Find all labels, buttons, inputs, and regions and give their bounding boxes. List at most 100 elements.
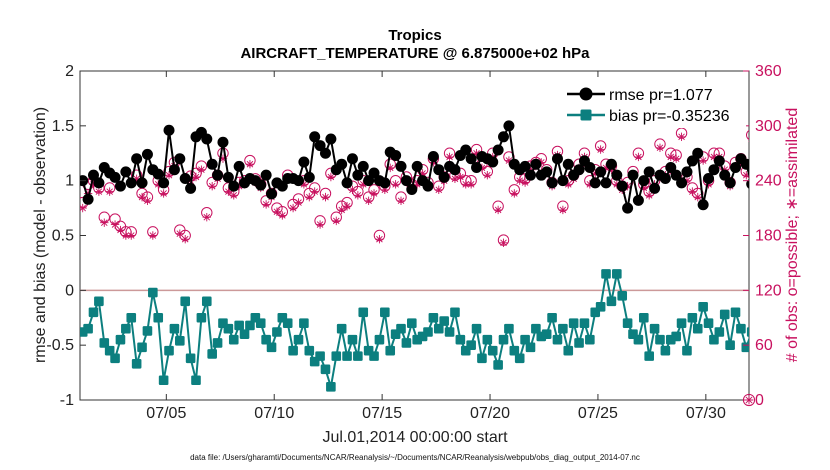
assimilated-obs-marker xyxy=(143,196,152,205)
assimilated-obs-marker xyxy=(698,156,708,165)
rmse-point xyxy=(503,120,515,132)
rmse-point xyxy=(357,160,369,172)
y-tick-label: -1 xyxy=(60,392,74,409)
assimilated-obs-marker xyxy=(224,187,233,196)
bias-point xyxy=(655,334,665,345)
bias-point xyxy=(228,334,239,345)
bias-point xyxy=(234,320,244,331)
assimilated-obs-marker xyxy=(747,135,749,142)
assimilated-obs-marker xyxy=(504,156,514,165)
assimilated-obs-marker xyxy=(434,185,443,195)
chart-subtitle: AIRCRAFT_TEMPERATURE @ 6.875000e+02 hPa xyxy=(240,45,590,62)
bias-point xyxy=(563,345,574,356)
rmse-point xyxy=(713,155,725,167)
rmse-point xyxy=(573,164,585,176)
possible-obs-marker xyxy=(806,170,816,180)
bias-point xyxy=(99,338,110,348)
rmse-point xyxy=(438,171,450,183)
bias-point xyxy=(212,338,223,348)
assimilated-obs-marker xyxy=(634,152,643,162)
bias-point xyxy=(299,318,309,329)
assimilated-obs-marker xyxy=(510,189,519,198)
x-tick-label: 07/20 xyxy=(470,405,510,422)
assimilated-obs-marker xyxy=(461,180,470,189)
bias-point xyxy=(687,312,698,323)
bias-point xyxy=(466,340,476,350)
assimilated-obs-marker xyxy=(175,229,185,238)
assimilated-obs-marker xyxy=(693,192,702,202)
bias-point xyxy=(812,346,822,356)
assimilated-obs-marker xyxy=(418,169,427,178)
bias-point xyxy=(730,307,741,318)
bias-point xyxy=(531,323,541,334)
bias-point xyxy=(380,307,390,318)
assimilated-obs-marker xyxy=(807,175,815,183)
assimilated-obs-marker xyxy=(100,218,109,227)
rmse-point xyxy=(298,156,310,168)
y-axis-right-label: # of obs: o=possible; ∗=assimilated xyxy=(784,108,801,362)
y-right-tick-label: 180 xyxy=(755,228,782,245)
bias-point xyxy=(83,323,93,334)
bias-point xyxy=(547,312,557,323)
rmse-point xyxy=(697,199,709,211)
assimilated-obs-marker xyxy=(278,211,287,220)
rmse-point xyxy=(206,158,218,170)
assimilated-obs-marker xyxy=(591,169,600,178)
possible-obs-marker xyxy=(817,141,827,151)
bias-point xyxy=(255,318,266,329)
assimilated-obs-marker xyxy=(332,216,341,226)
rmse-point xyxy=(158,177,170,189)
rmse-point xyxy=(703,172,715,184)
assimilated-obs-marker xyxy=(380,185,390,195)
assimilated-obs-marker xyxy=(364,196,373,205)
assimilated-obs-marker xyxy=(154,180,163,189)
legend: rmse pr=1.077 bias pr=-0.35236 xyxy=(561,78,746,128)
bias-point xyxy=(148,287,158,298)
rmse-point xyxy=(681,166,693,178)
assimilated-obs-marker xyxy=(558,205,568,215)
bias-point xyxy=(239,329,250,339)
bias-point xyxy=(320,364,331,375)
y-tick-label: 0.5 xyxy=(52,228,74,245)
rmse-point xyxy=(82,193,94,205)
rmse-point xyxy=(816,159,827,170)
assimilated-obs-marker xyxy=(601,163,611,173)
rmse-point xyxy=(125,177,137,189)
bias-point xyxy=(504,323,514,334)
bias-point xyxy=(191,375,201,386)
rmse-point xyxy=(546,177,558,189)
bias-point xyxy=(369,351,379,361)
bias-point xyxy=(660,345,671,356)
rmse-point xyxy=(255,179,267,191)
rmse-point xyxy=(395,160,407,172)
bias-point xyxy=(396,323,406,334)
rmse-point xyxy=(109,171,121,183)
rmse-point xyxy=(740,158,749,170)
x-axis-label: Jul.01,2014 00:00:00 start xyxy=(322,429,508,446)
rmse-point xyxy=(276,180,288,192)
bias-point xyxy=(633,334,644,345)
possible-obs-marker xyxy=(822,179,830,189)
assimilated-obs-marker xyxy=(137,192,147,202)
chart-title: Tropics xyxy=(388,27,441,44)
assimilated-obs-marker xyxy=(229,191,238,200)
rmse-point xyxy=(131,153,143,165)
rmse-point xyxy=(141,148,153,160)
assimilated-obs-marker xyxy=(315,220,325,229)
rmse-point xyxy=(449,164,461,176)
bias-point xyxy=(579,318,590,329)
bias-point xyxy=(574,338,584,348)
assimilated-obs-marker xyxy=(310,187,319,196)
assimilated-obs-marker xyxy=(321,192,330,202)
bias-point xyxy=(714,327,725,337)
assimilated-obs-marker xyxy=(116,225,125,235)
rmse-point xyxy=(719,169,731,181)
bias-point xyxy=(137,342,147,353)
assimilated-obs-marker xyxy=(218,154,228,163)
data-file-footnote: data file: /Users/gharamti/Documents/NCA… xyxy=(190,453,640,462)
assimilated-obs-marker xyxy=(359,180,368,189)
rmse-point xyxy=(228,180,240,192)
bias-point xyxy=(201,296,212,307)
rmse-point xyxy=(524,169,536,181)
rmse-point xyxy=(638,175,650,187)
